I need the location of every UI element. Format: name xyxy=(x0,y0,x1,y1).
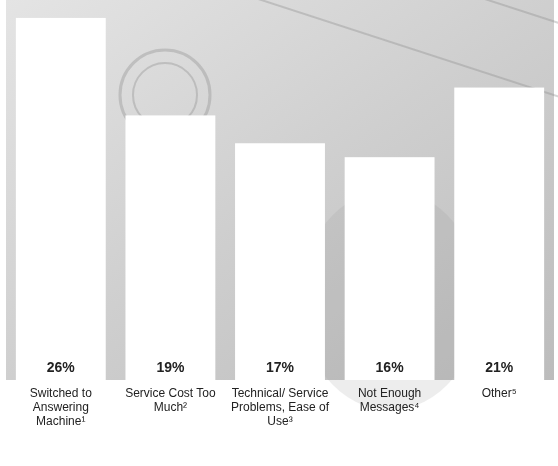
data-label: 21% xyxy=(485,359,514,375)
category-label: Other⁵ xyxy=(482,386,517,400)
bar xyxy=(345,157,435,380)
category-label: Not EnoughMessages⁴ xyxy=(358,386,421,414)
bar xyxy=(235,143,325,380)
banner xyxy=(198,0,558,97)
data-label: 16% xyxy=(376,359,405,375)
bar xyxy=(125,115,215,380)
data-label: 17% xyxy=(266,359,295,375)
bar xyxy=(16,18,106,380)
category-label: Technical/ ServiceProblems, Ease ofUse³ xyxy=(231,386,330,428)
background xyxy=(6,0,554,380)
data-label: 19% xyxy=(156,359,185,375)
category-label: Service Cost TooMuch² xyxy=(125,386,216,414)
chart: 26% 19% 17% 16% 21% Switched toAnsweringMachi… xyxy=(0,0,558,466)
data-label: 26% xyxy=(47,359,76,375)
bar xyxy=(454,88,544,380)
category-label: Switched toAnsweringMachine¹ xyxy=(30,386,92,428)
bars xyxy=(16,18,544,380)
decoration xyxy=(120,0,558,410)
